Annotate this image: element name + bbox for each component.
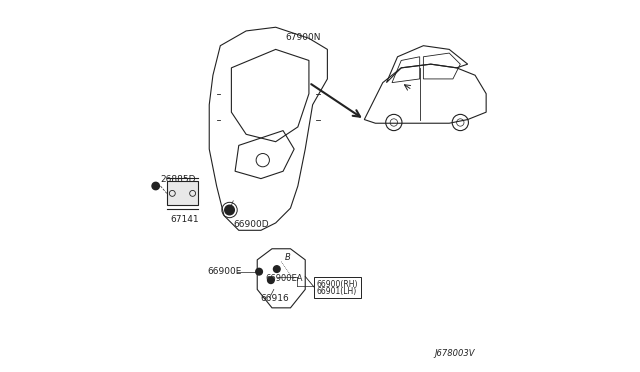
Circle shape — [225, 205, 234, 215]
Circle shape — [268, 277, 274, 283]
Text: 67141: 67141 — [170, 215, 199, 224]
Text: B: B — [285, 253, 291, 262]
Text: 66900EA: 66900EA — [266, 274, 303, 283]
Text: 66901(LH): 66901(LH) — [316, 288, 356, 296]
Text: 66900E: 66900E — [207, 266, 242, 276]
Text: J678003V: J678003V — [435, 349, 475, 358]
Circle shape — [273, 266, 280, 272]
Text: 67900N: 67900N — [285, 33, 321, 42]
Text: 66900D: 66900D — [233, 219, 269, 229]
Circle shape — [152, 182, 159, 190]
Text: 66900(RH): 66900(RH) — [316, 280, 358, 289]
FancyBboxPatch shape — [314, 278, 360, 298]
Circle shape — [256, 268, 262, 275]
Text: 26885D: 26885D — [160, 174, 196, 183]
Text: 66916: 66916 — [260, 294, 289, 303]
FancyBboxPatch shape — [167, 182, 198, 205]
